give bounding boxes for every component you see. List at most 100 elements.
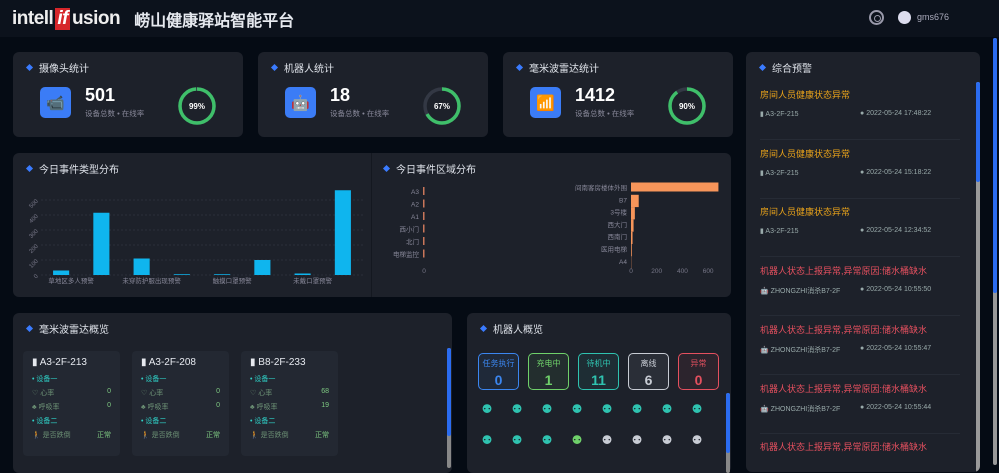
radar-scrollbar-thumb[interactable]: [447, 348, 451, 436]
panel-title: 摄像头统计: [27, 60, 89, 75]
alarm-text: 机器人状态上报异常,异常原因:储水桶缺水: [760, 440, 960, 453]
user-menu[interactable]: gms676: [898, 11, 949, 24]
x-tick-label: 未穿防护服出现预警: [122, 276, 181, 285]
y-tick-label: 0: [33, 273, 40, 280]
panel-title: 综合预警: [760, 60, 812, 75]
alarm-text: 房间人员健康状态异常: [760, 205, 960, 218]
alarm-panel: 综合预警 房间人员健康状态异常 ▮ A3-2F-215● 2022-05-24 …: [746, 52, 980, 472]
alarm-item[interactable]: 机器人状态上报异常,异常原因:储水桶缺水 🤖 ZHONGZHI消杀B7-2F● …: [760, 376, 960, 434]
user-avatar-icon: [898, 11, 911, 24]
stat-subtitle: 设备总数 • 在线率: [85, 110, 145, 118]
robot-standby-icon[interactable]: ⚉: [539, 401, 555, 417]
alarm-item[interactable]: 机器人状态上报异常,异常原因:储水桶缺水 🤖 ZHONGZHI消杀B7-2F● …: [760, 258, 960, 316]
x-tick-label: 200: [651, 268, 662, 275]
heart-rate-value: 68: [321, 388, 329, 398]
status-label: 待机中: [579, 358, 618, 369]
username: gms676: [917, 12, 949, 22]
robot-standby-icon[interactable]: ⚉: [509, 401, 525, 417]
bar: [295, 274, 311, 276]
x-tick-label: 600: [703, 268, 714, 275]
robot-standby-icon[interactable]: ⚉: [689, 401, 705, 417]
robot-standby-icon[interactable]: ⚉: [479, 401, 495, 417]
y-tick-label: 300: [29, 228, 41, 240]
alarm-location: ZHONGZHI消杀B7-2F: [771, 288, 841, 295]
alarm-item[interactable]: 机器人状态上报异常,异常原因:储水桶缺水: [760, 434, 960, 472]
alarm-scrollbar-thumb[interactable]: [976, 82, 980, 182]
logo-text: usion: [72, 8, 120, 30]
stat-card: 机器人统计 🤖 18 设备总数 • 在线率 67%: [258, 52, 488, 137]
robot-standby-icon[interactable]: ⚉: [479, 432, 495, 448]
status-label: 任务执行: [479, 358, 518, 369]
robot-standby-icon[interactable]: ⚉: [569, 401, 585, 417]
panel-title: 毫米波雷达概览: [27, 321, 109, 336]
logo-text: intell: [12, 8, 53, 30]
y-tick-label: A2: [411, 202, 419, 209]
stat-card: 摄像头统计 📹 501 设备总数 • 在线率 99%: [13, 52, 243, 137]
heart-rate-label: 心率: [258, 390, 272, 397]
page-scrollbar-thumb[interactable]: [993, 38, 997, 293]
bar: [214, 274, 230, 275]
stat-subtitle: 设备总数 • 在线率: [575, 110, 635, 118]
y-tick-label: 3号楼: [610, 208, 627, 217]
x-tick-label: 草地区多人预警: [48, 276, 94, 285]
device-total: 18: [330, 85, 350, 106]
alarm-text: 机器人状态上报异常,异常原因:储水桶缺水: [760, 323, 960, 336]
robot-standby-icon[interactable]: ⚉: [629, 401, 645, 417]
heart-icon: ♡: [250, 390, 256, 397]
robot-standby-icon[interactable]: ⚉: [599, 401, 615, 417]
alarm-time: 2022-05-24 10:55:50: [866, 286, 931, 293]
logo-mark: if: [55, 8, 70, 30]
robot-icon: 🤖: [760, 288, 769, 295]
breath-rate-label: 呼吸率: [39, 404, 60, 411]
robot-charging-icon[interactable]: ⚉: [569, 432, 585, 448]
robot-offline-icon[interactable]: ⚉: [689, 432, 705, 448]
robot-standby-icon[interactable]: ⚉: [509, 432, 525, 448]
heart-rate-value: 0: [216, 388, 220, 398]
robot-standby-icon[interactable]: ⚉: [539, 432, 555, 448]
device-label: 设备一: [254, 376, 275, 383]
y-tick-label: 电梯监控: [393, 250, 420, 259]
status-label: 离线: [629, 358, 668, 369]
alarm-item[interactable]: 机器人状态上报异常,异常原因:储水桶缺水 🤖 ZHONGZHI消杀B7-2F● …: [760, 317, 960, 375]
room-name: A3-2F-208: [149, 357, 196, 368]
online-rate-label: 67%: [422, 86, 462, 126]
alarm-item[interactable]: 房间人员健康状态异常 ▮ A3-2F-215● 2022-05-24 15:18…: [760, 141, 960, 199]
alarm-item[interactable]: 房间人员健康状态异常 ▮ A3-2F-215● 2022-05-24 17:48…: [760, 82, 960, 140]
robot-offline-icon[interactable]: ⚉: [629, 432, 645, 448]
robot-scrollbar-thumb[interactable]: [726, 393, 730, 453]
lungs-icon: ♣: [32, 404, 37, 411]
alarm-location: A3-2F-215: [765, 111, 798, 118]
online-rate-label: 99%: [177, 86, 217, 126]
heart-icon: ♡: [32, 390, 38, 397]
bar: [174, 274, 190, 275]
gear-icon[interactable]: [869, 10, 884, 25]
event-type-chart: 0100200300400500草地区多人预警未穿防护服出现预警触摸口罩预警未戴…: [13, 173, 371, 297]
lungs-icon: ♣: [250, 404, 255, 411]
robot-offline-icon[interactable]: ⚉: [599, 432, 615, 448]
door-icon: ▮: [760, 111, 764, 118]
bar: [53, 271, 69, 276]
person-walk-icon: 🚶: [32, 432, 41, 439]
bar: [631, 207, 635, 219]
fall-label: 是否跌倒: [152, 432, 180, 439]
wifi-radar-icon: 📶: [530, 87, 561, 118]
alarm-item[interactable]: 房间人员健康状态异常 ▮ A3-2F-215● 2022-05-24 12:34…: [760, 199, 960, 257]
robot-standby-icon[interactable]: ⚉: [659, 401, 675, 417]
robot-icon: 🤖: [760, 406, 769, 413]
status-count: 0: [679, 372, 718, 388]
bar: [423, 225, 425, 233]
alarm-time: 2022-05-24 10:55:44: [866, 404, 931, 411]
alarm-text: 房间人员健康状态异常: [760, 88, 960, 101]
robot-offline-icon[interactable]: ⚉: [659, 432, 675, 448]
clock-icon: ●: [860, 110, 864, 117]
